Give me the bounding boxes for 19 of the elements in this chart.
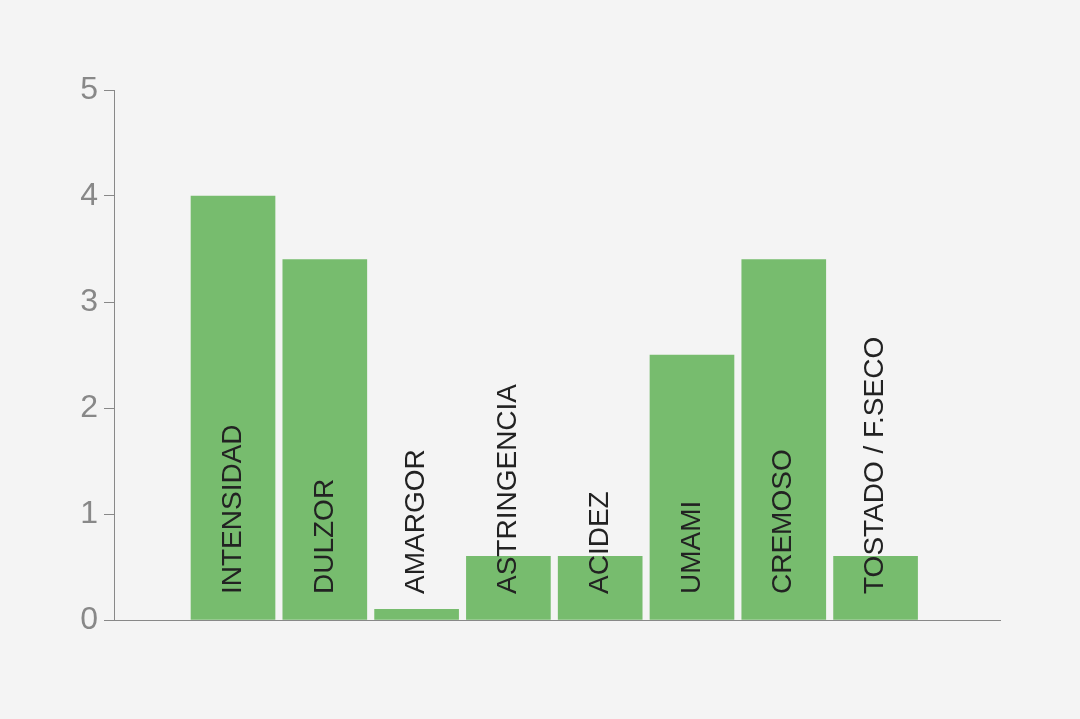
y-tick-label: 0 [80, 599, 98, 636]
bar [649, 354, 735, 620]
x-tick-label: ACIDEZ [582, 491, 614, 594]
bar [282, 259, 368, 620]
y-tick-label: 2 [80, 387, 98, 424]
y-tick-label: 4 [80, 175, 98, 212]
y-tick-label: 1 [80, 493, 98, 530]
bar [190, 195, 276, 620]
x-tick-label: INTENSIDAD [215, 424, 247, 594]
x-tick-label: DULZOR [307, 478, 339, 594]
x-tick-label: UMAMI [674, 500, 706, 594]
y-tick-label: 3 [80, 281, 98, 318]
x-tick-label: CREMOSO [766, 449, 798, 594]
bar [741, 259, 827, 620]
x-tick-label: AMARGOR [399, 449, 431, 594]
y-tick-label: 5 [80, 69, 98, 106]
x-tick-label: ASTRINGENCIA [491, 383, 523, 594]
bar [374, 609, 459, 620]
x-tick-label: TOSTADO / F.SECO [858, 336, 890, 594]
